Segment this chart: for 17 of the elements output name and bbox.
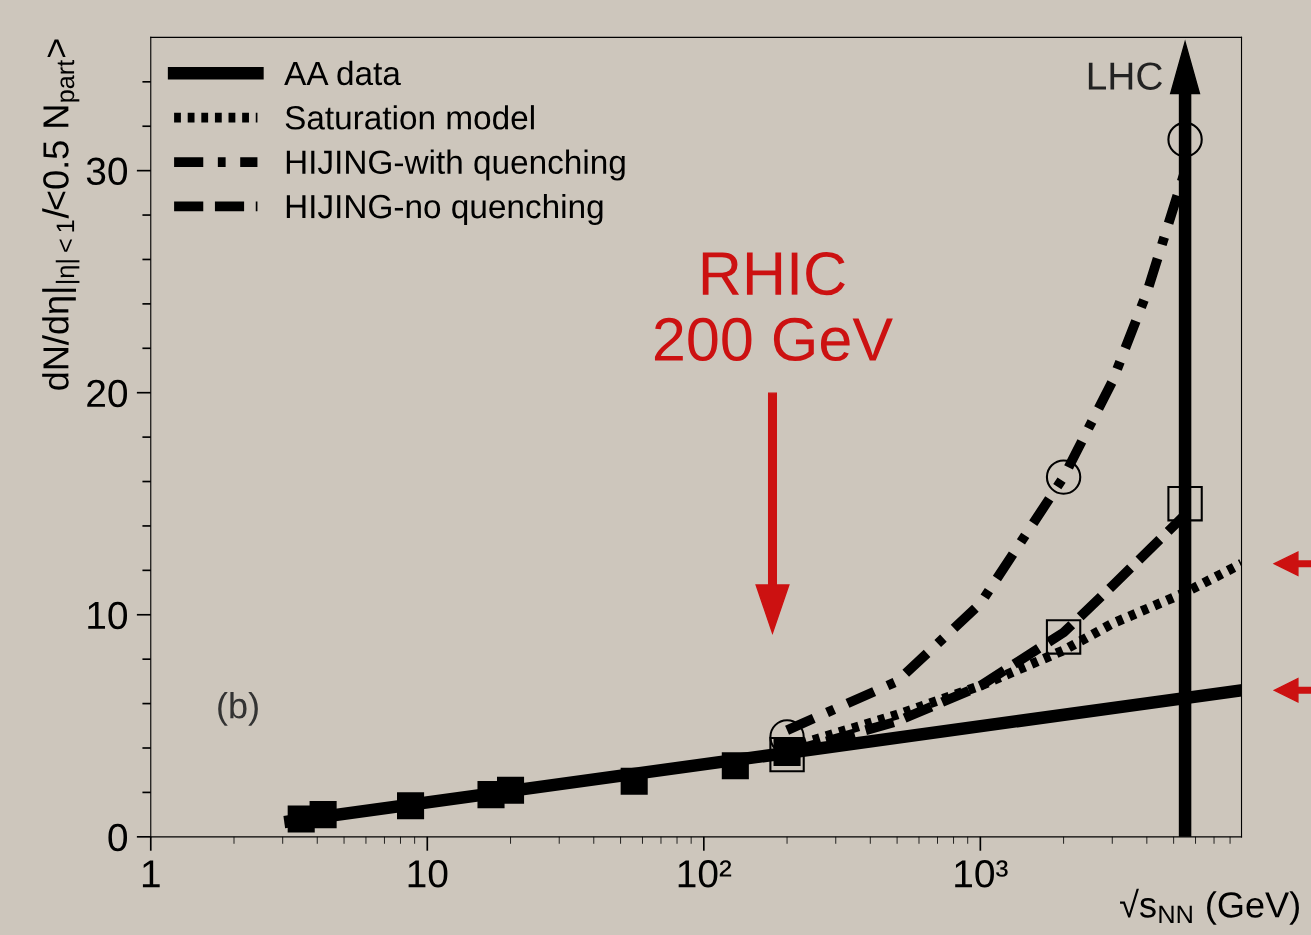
ref-line-label: LHC bbox=[1088, 62, 1162, 90]
x-tick-label: 10² bbox=[678, 860, 732, 888]
y-tick-label: 0 bbox=[108, 823, 128, 852]
x-axis-title: √s$_{NN}$ (GeV) bbox=[1120, 888, 1299, 925]
legend-label: AA data bbox=[284, 60, 401, 86]
y-tick-label: 10 bbox=[88, 601, 128, 630]
x-tick-label: 10 bbox=[408, 860, 448, 888]
y-tick-label: 20 bbox=[87, 379, 128, 408]
legend-label: Saturation model bbox=[285, 105, 534, 130]
annotation: RHIC 200 GeV bbox=[654, 251, 893, 362]
x-tick-label: 10³ bbox=[955, 860, 1008, 888]
legend-label: HIJING-no quenching bbox=[286, 193, 603, 226]
y-tick-label: 30 bbox=[86, 157, 128, 186]
legend-label: HIJING-with quenching bbox=[286, 149, 625, 181]
annotation: (b) bbox=[218, 692, 258, 726]
y-axis-title: dN/dη|$_{|η|<1}$/<0.5 N$_{part}$> bbox=[42, 39, 80, 390]
x-tick-label: 1 bbox=[142, 860, 160, 888]
